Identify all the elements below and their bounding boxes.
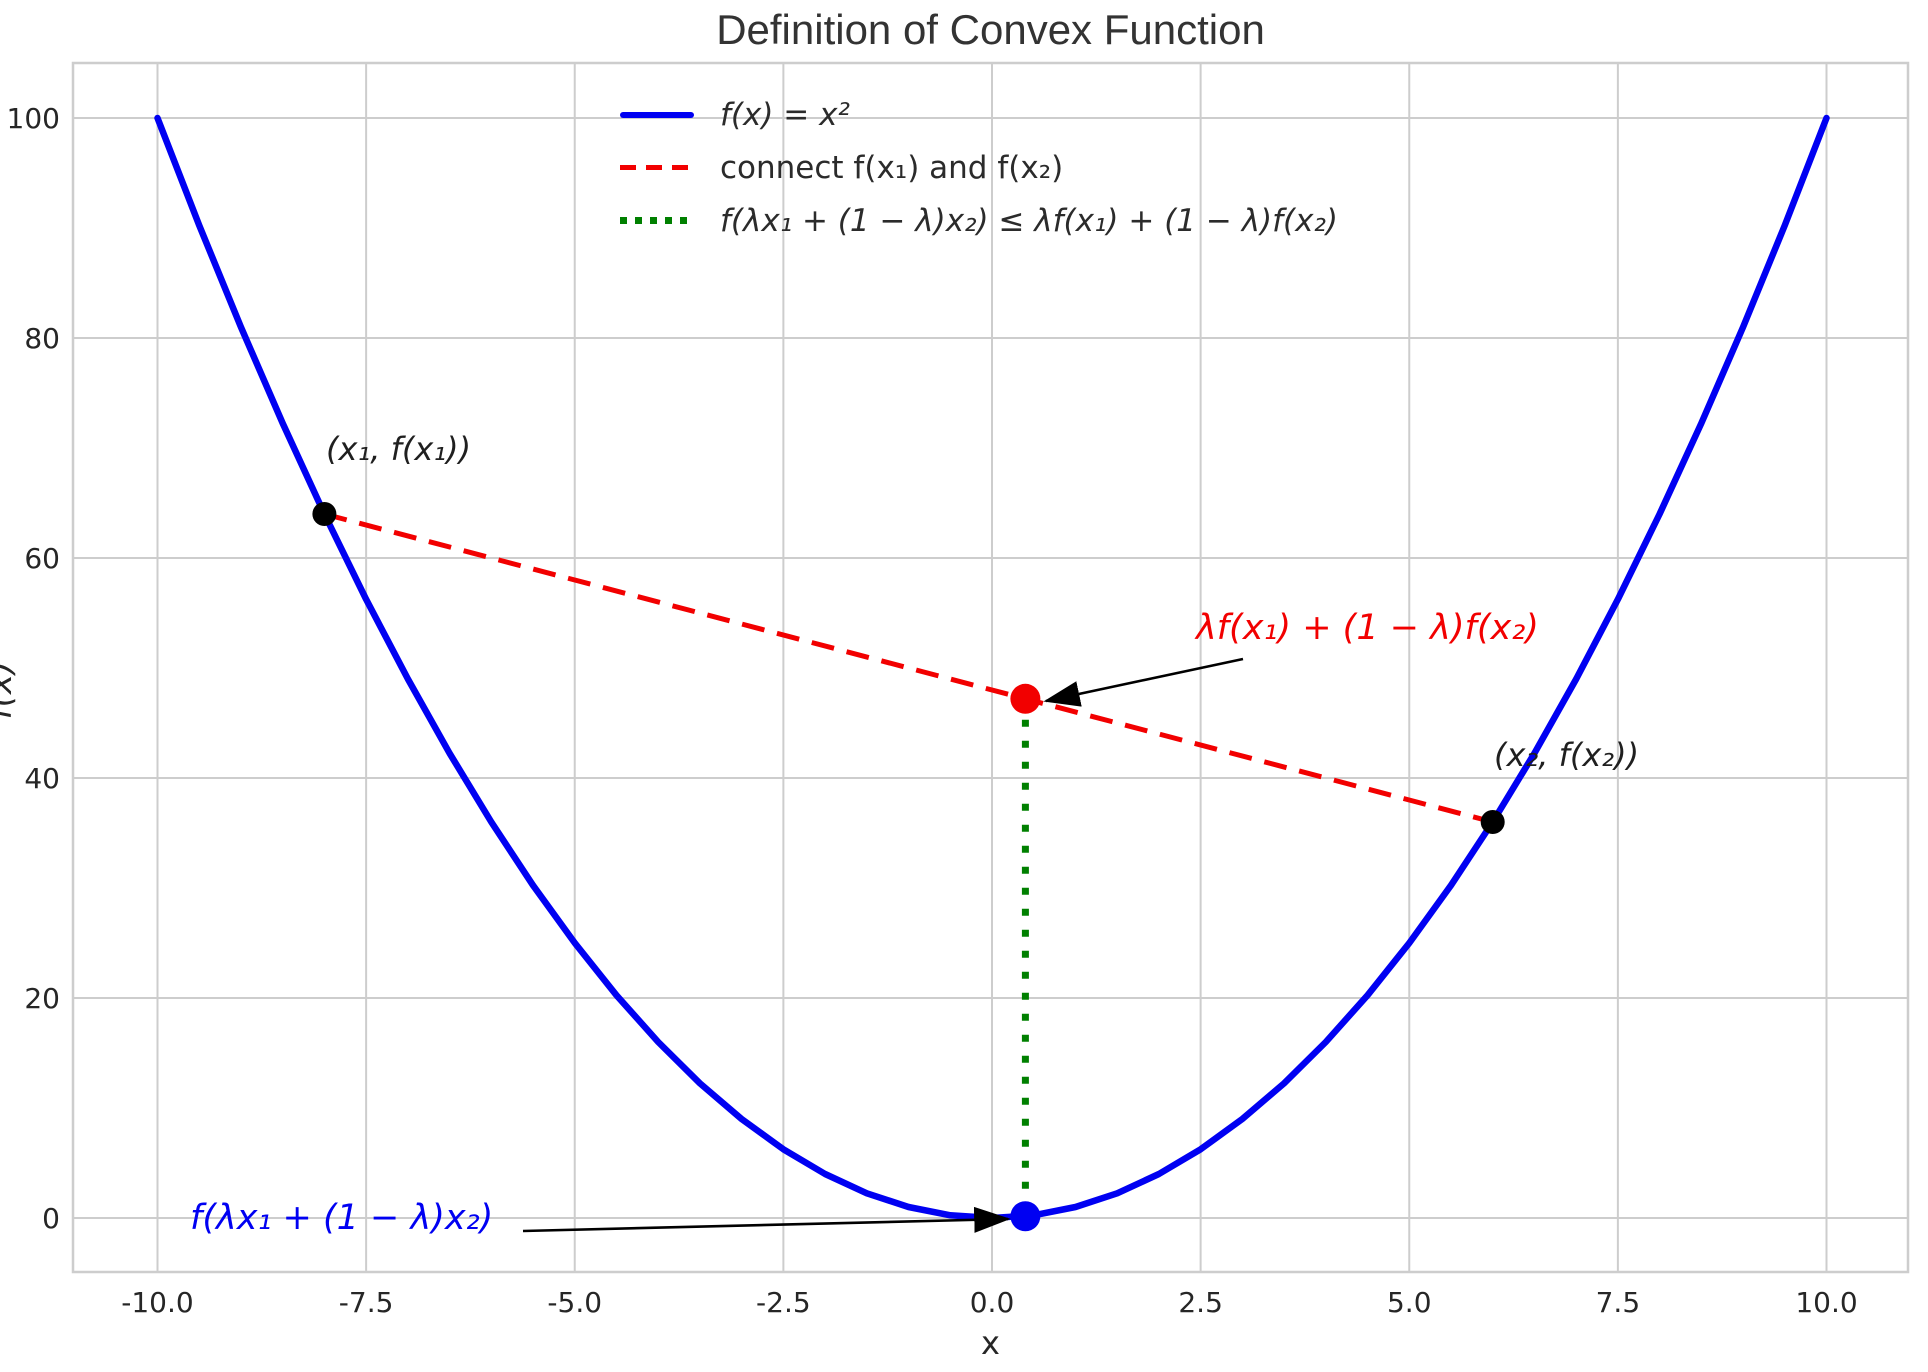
y-tick-label: 20 — [24, 982, 60, 1015]
x-tick-label: -7.5 — [339, 1286, 394, 1319]
data-point-marker — [1010, 683, 1041, 714]
data-point-marker — [312, 502, 337, 526]
annotation-curve-value: f(λx₁ + (1 − λ)x₂) — [190, 1198, 494, 1238]
legend-line-dashed-icon — [620, 165, 694, 170]
curve-annotation-arrow — [522, 1206, 1011, 1233]
annotation-chord-value: λf(x₁) + (1 − λ)f(x₂) — [1196, 608, 1539, 648]
annotation-point1: (x₁, f(x₁)) — [326, 430, 472, 468]
x-tick-label: -5.0 — [547, 1286, 602, 1319]
x-tick-label: -10.0 — [121, 1286, 193, 1319]
y-tick-label: 40 — [24, 762, 60, 795]
y-tick-label: 100 — [7, 102, 60, 135]
x-tick-label: 2.5 — [1178, 1286, 1223, 1319]
legend-line-solid-icon — [620, 111, 694, 118]
y-tick-label: 80 — [24, 322, 60, 355]
legend-label-chord: connect f(x₁) and f(x₂) — [720, 149, 1064, 186]
legend: f(x) = x² connect f(x₁) and f(x₂) f(λx₁ … — [620, 88, 1338, 247]
legend-item-curve: f(x) = x² — [620, 88, 1338, 141]
legend-label-curve: f(x) = x² — [720, 96, 850, 133]
data-point-marker — [1010, 1201, 1041, 1232]
x-tick-label: 7.5 — [1596, 1286, 1641, 1319]
x-tick-label: 5.0 — [1387, 1286, 1432, 1319]
y-tick-label: 0 — [42, 1202, 60, 1235]
legend-label-inequality: f(λx₁ + (1 − λ)x₂) ≤ λf(x₁) + (1 − λ)f(x… — [720, 202, 1339, 239]
chart-title: Definition of Convex Function — [716, 6, 1265, 53]
legend-item-inequality: f(λx₁ + (1 − λ)x₂) ≤ λf(x₁) + (1 − λ)f(x… — [620, 194, 1338, 247]
legend-item-chord: connect f(x₁) and f(x₂) — [620, 141, 1338, 194]
x-tick-label: 0.0 — [970, 1286, 1015, 1319]
legend-line-dotted-icon — [620, 217, 694, 224]
x-axis-label: x — [981, 1324, 1000, 1362]
x-tick-label: -2.5 — [756, 1286, 811, 1319]
plot-border — [71, 61, 1910, 1274]
y-tick-label: 60 — [24, 542, 60, 575]
x-tick-label: 10.0 — [1795, 1286, 1857, 1319]
annotation-point2: (x₂, f(x₂)) — [1494, 736, 1640, 774]
y-axis-label: f(x) — [0, 660, 20, 720]
series-line-dashed — [323, 511, 1494, 825]
chord-annotation-arrow — [1043, 657, 1244, 707]
data-point-marker — [1480, 810, 1505, 834]
